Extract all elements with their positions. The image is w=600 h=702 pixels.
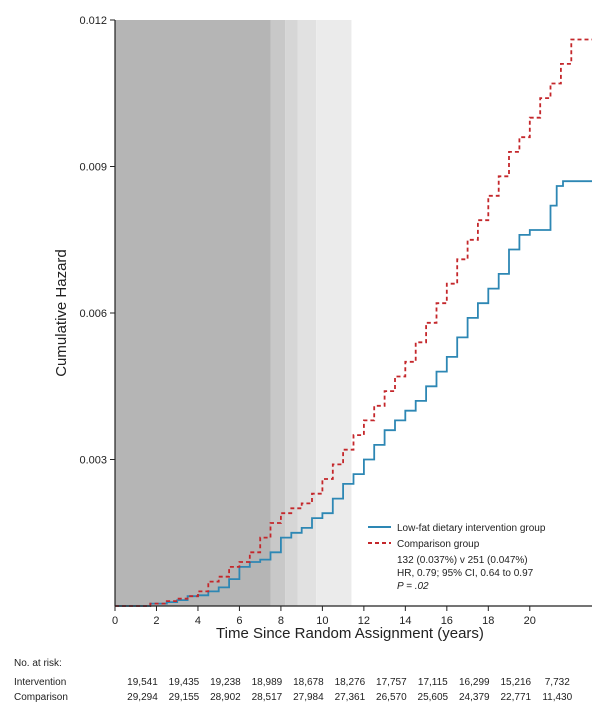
series-layer [115, 38, 592, 607]
risk-table-title: No. at risk: [14, 658, 62, 669]
risk-value-1-3: 28,517 [252, 692, 283, 702]
x-tick-label-4: 4 [195, 615, 201, 627]
risk-value-1-10: 11,430 [542, 692, 572, 702]
risk-value-0-3: 18,989 [252, 677, 283, 688]
x-tick-label-12: 12 [358, 615, 370, 627]
x-tick-label-8: 8 [278, 615, 284, 627]
risk-value-1-6: 26,570 [376, 692, 407, 702]
x-tick-label-2: 2 [153, 615, 159, 627]
y-tick-label-1: 0.006 [79, 308, 107, 320]
risk-value-1-9: 22,771 [500, 692, 531, 702]
risk-row-label-comparison: Comparison [14, 692, 68, 702]
x-tick-label-16: 16 [441, 615, 453, 627]
risk-value-1-0: 29,294 [127, 692, 158, 702]
risk-value-0-6: 17,757 [376, 677, 407, 688]
x-ticks: 0 2 4 6 8 10 12 14 16 18 20 [112, 606, 536, 627]
legend-label-comparison: Comparison group [397, 539, 480, 550]
legend-stat-p: P = .02 [397, 581, 429, 592]
y-ticks: 0.003 0.006 0.009 0.012 [79, 15, 115, 467]
risk-value-0-5: 18,276 [335, 677, 366, 688]
risk-value-1-2: 28,902 [210, 692, 241, 702]
shaded-region-1 [270, 20, 286, 606]
shaded-region-3 [297, 20, 317, 606]
shaded-regions [115, 20, 352, 606]
x-tick-label-14: 14 [399, 615, 411, 627]
x-tick-label-18: 18 [482, 615, 494, 627]
risk-value-0-2: 19,238 [210, 677, 241, 688]
risk-value-0-7: 17,115 [418, 677, 448, 688]
shaded-region-4 [316, 20, 352, 606]
x-axis-title: Time Since Random Assignment (years) [216, 625, 484, 642]
risk-row-label-intervention: Intervention [14, 677, 66, 688]
y-tick-label-3: 0.012 [79, 15, 107, 27]
risk-values: 19,541 19,435 19,238 18,989 18,678 18,276 17,7… [127, 677, 572, 702]
risk-value-0-0: 19,541 [127, 677, 158, 688]
risk-value-0-8: 16,299 [459, 677, 490, 688]
risk-table: No. at risk: Intervention Comparison 19,… [14, 658, 573, 702]
risk-value-1-8: 24,379 [459, 692, 490, 702]
y-axis-title: Cumulative Hazard [53, 249, 70, 377]
legend-stat-hr: HR, 0.79; 95% CI, 0.64 to 0.97 [397, 568, 534, 579]
legend-stat-counts: 132 (0.037%) v 251 (0.047%) [397, 555, 528, 566]
x-tick-label-10: 10 [316, 615, 328, 627]
risk-value-1-5: 27,361 [335, 692, 366, 702]
risk-value-0-1: 19,435 [169, 677, 200, 688]
risk-value-0-9: 15,216 [500, 677, 531, 688]
shaded-region-2 [285, 20, 298, 606]
x-tick-label-20: 20 [524, 615, 536, 627]
x-tick-label-0: 0 [112, 615, 118, 627]
y-tick-label-0: 0.003 [79, 455, 107, 467]
risk-value-1-1: 29,155 [169, 692, 200, 702]
risk-value-1-7: 25,605 [418, 692, 449, 702]
shaded-region-0 [115, 20, 271, 606]
series-line-comparison [115, 38, 592, 607]
risk-value-0-10: 7,732 [545, 677, 570, 688]
risk-value-1-4: 27,984 [293, 692, 324, 702]
risk-value-0-4: 18,678 [293, 677, 324, 688]
legend: Low-fat dietary intervention group Compa… [368, 523, 546, 592]
x-tick-label-6: 6 [236, 615, 242, 627]
y-tick-label-2: 0.009 [79, 162, 107, 174]
legend-label-intervention: Low-fat dietary intervention group [397, 523, 546, 534]
